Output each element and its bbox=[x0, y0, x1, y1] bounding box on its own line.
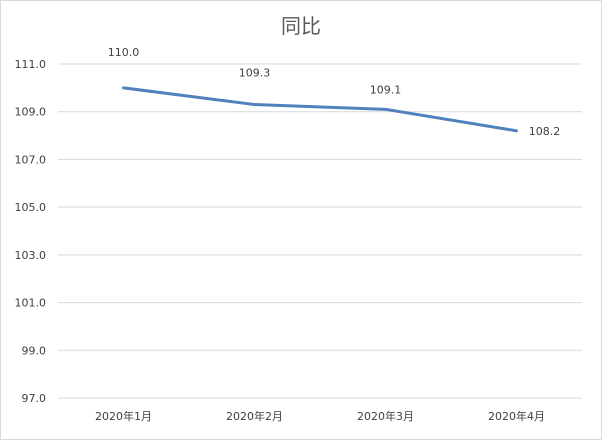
chart-title: 同比 bbox=[281, 14, 321, 38]
x-tick-label: 2020年4月 bbox=[488, 409, 545, 423]
y-tick-label: 105.0 bbox=[15, 201, 47, 214]
data-label: 108.2 bbox=[529, 125, 561, 138]
y-tick-label: 103.0 bbox=[15, 249, 47, 262]
y-tick-label: 109.0 bbox=[15, 106, 47, 119]
x-tick-label: 2020年2月 bbox=[226, 409, 283, 423]
data-label: 109.1 bbox=[370, 83, 402, 96]
x-tick-label: 2020年1月 bbox=[95, 409, 152, 423]
series-line bbox=[122, 86, 518, 133]
y-tick-label: 111.0 bbox=[15, 58, 47, 71]
data-labels: 110.0 109.3 109.1 108.2 bbox=[108, 46, 561, 138]
data-label: 109.3 bbox=[239, 67, 271, 80]
y-axis-ticks: 111.0 109.0 107.0 105.0 103.0 101.0 99.0 97.0 bbox=[15, 58, 47, 405]
y-tick-label: 101.0 bbox=[15, 297, 47, 310]
y-tick-label: 107.0 bbox=[15, 153, 47, 166]
x-axis-ticks: 2020年1月 2020年2月 2020年3月 2020年4月 bbox=[95, 409, 545, 423]
y-tick-label: 97.0 bbox=[22, 392, 47, 405]
y-tick-label: 99.0 bbox=[22, 344, 47, 357]
gridlines bbox=[58, 63, 582, 399]
data-label: 110.0 bbox=[108, 46, 140, 59]
x-tick-label: 2020年3月 bbox=[357, 409, 414, 423]
